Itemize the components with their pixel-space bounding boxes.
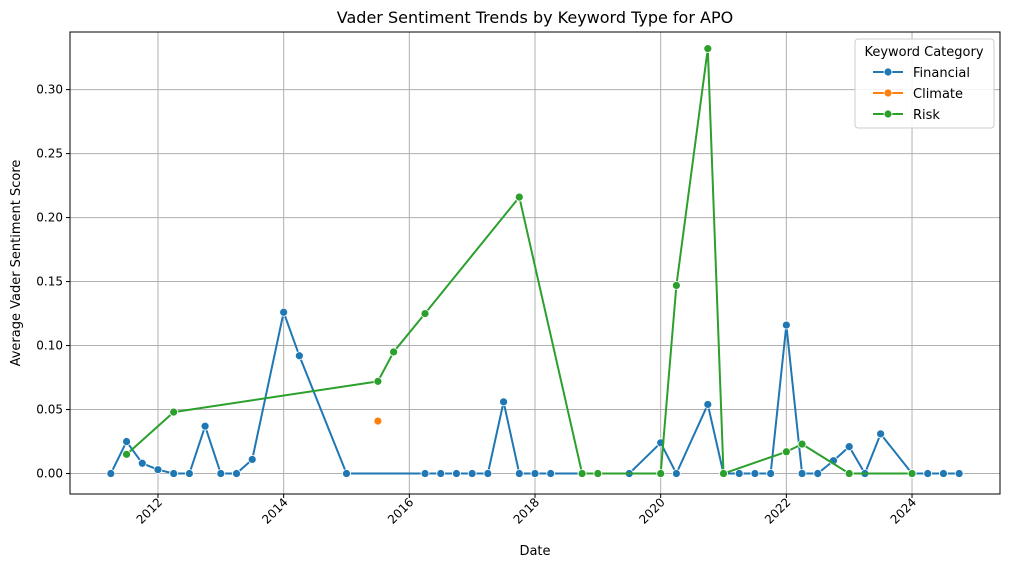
data-point-risk (781, 447, 791, 457)
data-point-financial (122, 437, 131, 446)
data-point-financial (436, 469, 446, 478)
data-point-risk (593, 469, 603, 478)
y-axis-label: Average Vader Sentiment Score (9, 160, 24, 367)
data-point-financial (200, 421, 210, 431)
y-tick-label: 0.20 (36, 211, 63, 225)
y-tick-label: 0.00 (36, 467, 63, 481)
data-point-financial (671, 469, 681, 478)
data-point-financial (766, 469, 776, 478)
data-point-financial (452, 469, 461, 478)
data-point-risk (122, 449, 131, 459)
data-point-financial (169, 469, 179, 478)
legend: Keyword Category Financial Climate Risk (854, 38, 995, 129)
y-tick-label: 0.10 (36, 339, 63, 353)
data-point-financial (939, 469, 948, 478)
data-point-financial (279, 307, 289, 317)
x-axis-label: Date (519, 544, 550, 559)
y-axis: 0.00 0.05 0.10 0.15 0.20 0.25 0.30 (36, 83, 70, 481)
data-point-financial (499, 397, 508, 407)
data-point-financial (294, 351, 304, 361)
data-point-financial (232, 469, 241, 478)
series-layer (106, 44, 964, 478)
data-point-risk (389, 347, 399, 357)
data-point-risk (577, 469, 587, 478)
data-point-climate (373, 416, 383, 426)
data-point-financial (106, 469, 116, 478)
data-point-risk (907, 469, 917, 478)
data-point-financial (420, 469, 430, 478)
y-tick-label: 0.15 (36, 275, 63, 289)
legend-label-climate: Climate (913, 87, 963, 102)
y-tick-label: 0.30 (36, 83, 63, 97)
data-point-risk (797, 439, 807, 449)
data-point-financial (703, 400, 713, 409)
data-point-financial (467, 469, 477, 478)
data-point-financial (813, 469, 823, 478)
data-point-risk (420, 309, 430, 318)
data-point-financial (844, 442, 854, 452)
legend-box (854, 38, 995, 129)
data-point-financial (483, 469, 493, 478)
data-point-risk (719, 469, 728, 478)
data-point-risk (703, 44, 713, 54)
data-point-risk (169, 407, 179, 417)
data-point-risk (514, 192, 524, 202)
data-point-financial (781, 320, 791, 330)
data-point-financial (797, 469, 807, 478)
data-point-financial (153, 465, 163, 475)
data-point-risk (656, 469, 666, 478)
y-tick-label: 0.05 (36, 403, 63, 417)
data-point-financial (184, 469, 194, 478)
legend-marker-risk (883, 109, 893, 119)
data-point-financial (923, 469, 933, 478)
data-point-financial (514, 469, 524, 478)
data-point-financial (750, 469, 760, 478)
data-point-risk (373, 376, 383, 386)
data-point-financial (247, 455, 257, 464)
legend-marker-climate (883, 88, 893, 98)
legend-marker-financial (883, 67, 893, 77)
data-point-risk (671, 280, 681, 290)
data-point-financial (342, 469, 351, 478)
data-point-financial (734, 469, 744, 478)
data-point-risk (844, 469, 854, 478)
y-tick-label: 0.25 (36, 147, 63, 161)
legend-title: Keyword Category (864, 45, 983, 60)
data-point-financial (137, 458, 147, 468)
data-point-financial (216, 469, 226, 478)
series-line-risk (125, 47, 913, 475)
data-point-financial (546, 469, 556, 478)
legend-label-financial: Financial (913, 66, 970, 81)
chart-title: Vader Sentiment Trends by Keyword Type f… (337, 8, 733, 27)
legend-label-risk: Risk (913, 108, 940, 123)
data-point-financial (530, 469, 540, 478)
data-point-financial (876, 429, 886, 439)
data-point-financial (954, 469, 964, 478)
